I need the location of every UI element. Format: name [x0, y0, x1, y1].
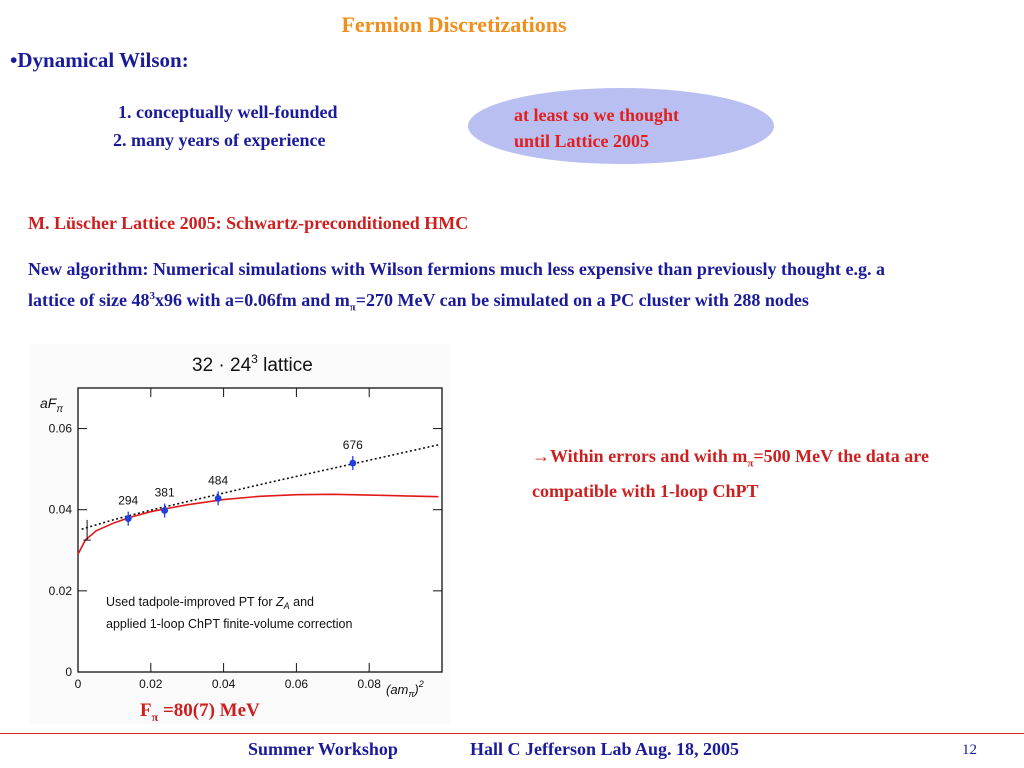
plot-title: 32 · 243 lattice [192, 352, 313, 376]
luscher-heading: M. Lüscher Lattice 2005: Schwartz-precon… [28, 213, 469, 233]
plot-svg: 0 0.02 0.04 0.06 0.08 0 0.02 0.04 0.06 294 381 484… [40, 352, 443, 699]
plot-frame [77, 387, 443, 673]
algorithm-paragraph: New algorithm: Numerical simulations wit… [28, 259, 886, 314]
data-point [349, 459, 357, 467]
conclusion-note: →Within errors and with mπ=500 MeV the d… [532, 446, 929, 501]
page-number: 12 [962, 742, 977, 758]
x-tick-label: 0.08 [358, 677, 382, 691]
chpt-curve [77, 493, 439, 555]
callout-line: at least so we thought [514, 105, 679, 125]
bullet-dynamical-wilson: •Dynamical Wilson: [10, 48, 189, 72]
data-point [161, 507, 169, 514]
linear-fit-line [81, 444, 439, 530]
slide-title: Fermion Discretizations [341, 12, 567, 37]
fpi-result: Fπ =80(7) MeV [140, 700, 260, 724]
y-tick-label: 0.04 [49, 503, 73, 517]
list-item: 2. many years of experience [113, 130, 326, 150]
x-tick-label: 0.02 [139, 677, 163, 691]
point-label: 484 [208, 473, 228, 487]
footer-divider [0, 733, 1024, 734]
y-tick-label: 0.06 [49, 422, 73, 436]
list-item: 1. conceptually well-founded [118, 102, 338, 122]
y-tick-label: 0.02 [49, 584, 73, 598]
point-label: 294 [118, 494, 138, 508]
x-tick-label: 0 [75, 677, 82, 691]
plot-annotation-line-2: applied 1-loop ChPT finite-volume correc… [106, 617, 352, 631]
data-point [124, 515, 132, 523]
y-axis-label: aFπ [40, 395, 63, 415]
arrow-right-icon: → [532, 446, 550, 466]
footer-workshop: Summer Workshop [248, 739, 398, 759]
data-point [214, 494, 222, 502]
footer-venue-date: Hall C Jefferson Lab Aug. 18, 2005 [470, 739, 740, 759]
callout-text: at least so we thought until Lattice 200… [514, 102, 679, 154]
x-axis-label: (amπ)2 [386, 679, 424, 699]
callout-line: until Lattice 2005 [514, 131, 649, 151]
point-label: 676 [343, 438, 363, 452]
y-tick-label: 0 [65, 665, 72, 679]
x-tick-label: 0.06 [285, 677, 309, 691]
fpi-plot: 0 0.02 0.04 0.06 0.08 0 0.02 0.04 0.06 294 381 484… [30, 344, 450, 724]
extrapolation-marker [83, 519, 91, 541]
plot-annotation-line-1: Used tadpole-improved PT for ZA and [106, 595, 314, 611]
x-tick-label: 0.04 [212, 677, 236, 691]
callout-bubble [468, 88, 774, 164]
point-label: 381 [155, 486, 175, 500]
